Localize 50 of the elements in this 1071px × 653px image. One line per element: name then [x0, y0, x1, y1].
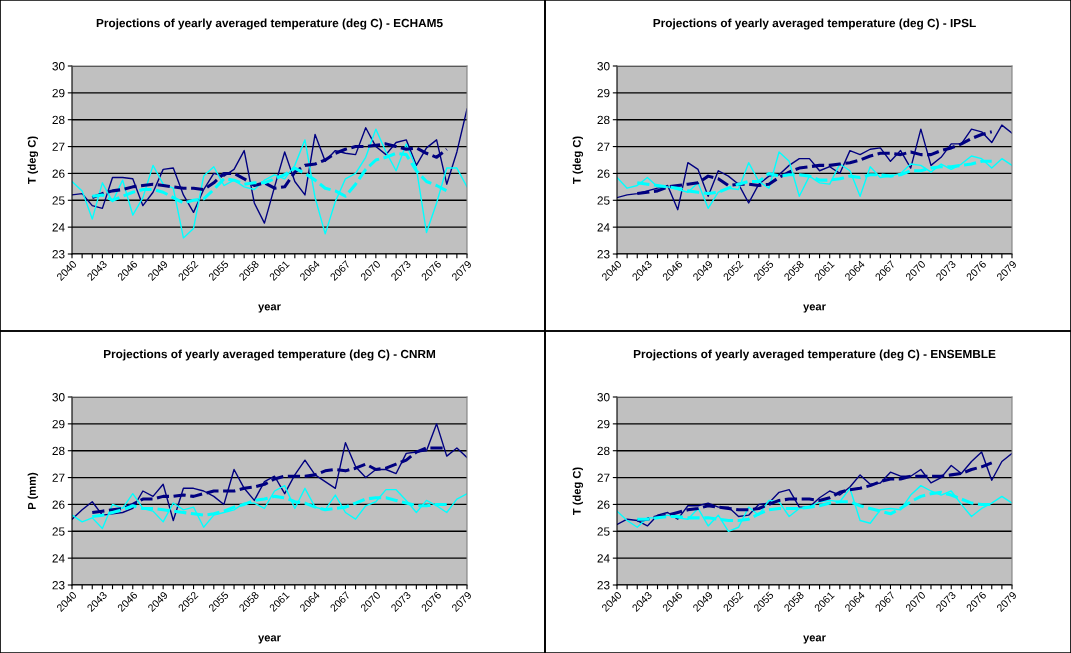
y-tick-label: 25: [52, 527, 65, 536]
line-series: [90, 151, 449, 205]
chart-title: Projections of yearly averaged temperature (deg C) - IPSL: [653, 18, 976, 30]
line-series: [90, 142, 449, 200]
y-tick-label: 27: [597, 142, 610, 151]
chart-title: Projections of yearly averaged temperature (deg C) - ENSEMBLE: [633, 349, 996, 361]
y-tick-label: 23: [597, 250, 610, 259]
y-tick-label: 24: [597, 554, 610, 563]
y-axis-title: T (deg C): [572, 467, 584, 515]
y-tick-label: 30: [597, 62, 610, 71]
y-tick-label: 24: [52, 554, 65, 563]
y-tick-label: 29: [52, 88, 65, 98]
chart-title: Projections of yearly averaged temperature (deg C) - CNRM: [104, 349, 436, 361]
y-tick-label: 30: [52, 62, 65, 71]
y-tick-label: 30: [52, 393, 65, 402]
y-tick-label: 26: [597, 169, 610, 178]
y-axis-title: T (deg C): [27, 136, 39, 184]
x-axis-title: year: [258, 635, 281, 644]
y-tick-label: 29: [52, 419, 65, 429]
line-series: [90, 494, 449, 519]
chart-title: Projections of yearly averaged temperature (deg C) - ECHAM5: [96, 18, 443, 30]
y-tick-label: 27: [52, 473, 65, 482]
y-tick-label: 29: [597, 419, 610, 429]
y-tick-label: 26: [52, 169, 65, 178]
y-tick-label: 23: [52, 250, 65, 259]
y-tick-label: 28: [52, 446, 65, 456]
x-axis-title: year: [258, 304, 281, 313]
y-tick-label: 24: [52, 223, 65, 232]
line-series: [635, 130, 994, 196]
y-tick-label: 25: [52, 196, 65, 205]
y-tick-label: 27: [597, 473, 610, 482]
x-axis-title: year: [803, 304, 826, 313]
y-tick-label: 28: [597, 115, 610, 125]
y-tick-label: 25: [597, 196, 610, 205]
y-tick-label: 30: [597, 393, 610, 402]
line-series: [635, 159, 994, 196]
y-tick-label: 29: [597, 88, 610, 98]
y-axis-title: P (mm): [27, 472, 39, 509]
y-tick-label: 27: [52, 142, 65, 151]
line-series: [635, 461, 994, 523]
y-tick-label: 25: [597, 527, 610, 536]
y-tick-label: 28: [52, 115, 65, 125]
x-axis-title: year: [803, 635, 826, 644]
y-axis-title: T (deg C): [572, 136, 584, 184]
y-tick-label: 26: [597, 500, 610, 509]
y-tick-label: 23: [597, 581, 610, 590]
y-tick-label: 24: [597, 223, 610, 232]
y-tick-label: 28: [597, 446, 610, 456]
y-tick-label: 23: [52, 581, 65, 590]
y-tick-label: 26: [52, 500, 65, 509]
